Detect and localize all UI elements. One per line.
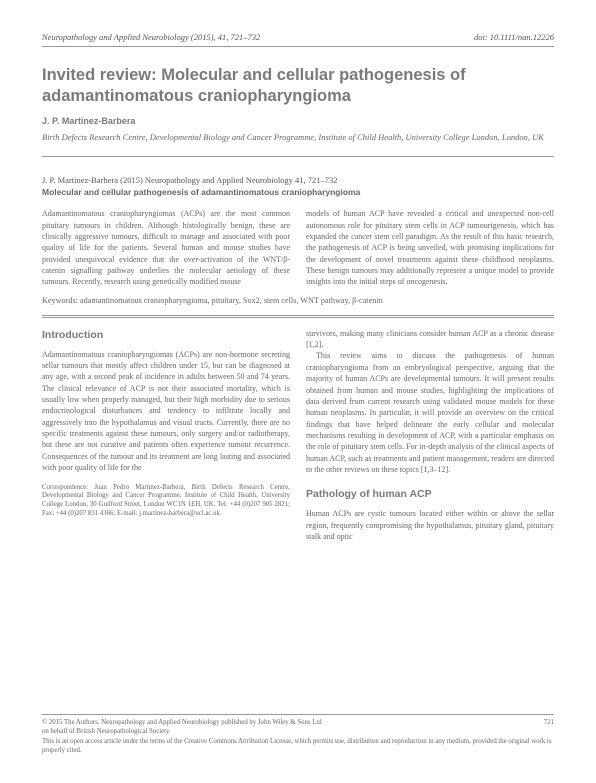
page-header: Neuropathology and Applied Neurobiology … — [42, 32, 554, 42]
journal-name: Neuropathology and Applied Neurobiology … — [42, 32, 260, 42]
citation-block: J. P. Martinez-Barbera (2015) Neuropatho… — [42, 175, 554, 198]
doi: doi: 10.1111/nan.12226 — [474, 32, 554, 42]
intro-cont-1: survivors, making many clinicians consid… — [306, 328, 554, 351]
page-number: 721 — [544, 718, 554, 727]
copyright-behalf: on behalf of British Neuropathological S… — [42, 727, 554, 736]
body-columns: Introduction Adamantinomatous craniophar… — [42, 328, 554, 543]
citation-text: J. P. Martinez-Barbera (2015) Neuropatho… — [42, 175, 338, 185]
citation-line-2: Molecular and cellular pathogenesis of a… — [42, 187, 554, 198]
keywords: Keywords: adamantinomatous craniopharyng… — [42, 296, 554, 305]
divider — [42, 46, 554, 47]
column-right: survivors, making many clinicians consid… — [306, 328, 554, 543]
journal-page: Neuropathology and Applied Neurobiology … — [0, 0, 596, 783]
abstract-right: models of human ACP have revealed a crit… — [306, 208, 554, 288]
introduction-heading: Introduction — [42, 328, 290, 343]
divider — [42, 156, 554, 157]
citation-line-1: J. P. Martinez-Barbera (2015) Neuropatho… — [42, 175, 554, 186]
pathology-heading: Pathology of human ACP — [306, 487, 554, 502]
article-title: Invited review: Molecular and cellular p… — [42, 65, 554, 106]
abstract-left: Adamantinomatous craniopharyngiomas (ACP… — [42, 208, 290, 288]
pathology-paragraph: Human ACPs are cystic tumours located ei… — [306, 508, 554, 542]
author-name: J. P. Martinez-Barbera — [42, 116, 554, 126]
correspondence: Correspondence: Juan Pedro Martinez-Barb… — [42, 484, 290, 519]
author-affiliation: Birth Defects Research Centre, Developme… — [42, 132, 554, 142]
page-footer: © 2015 The Authors. Neuropathology and A… — [42, 714, 554, 755]
divider — [42, 317, 554, 318]
intro-cont-2: This review aims to discuss the pathogen… — [306, 350, 554, 475]
copyright: © 2015 The Authors. Neuropathology and A… — [42, 718, 322, 727]
abstract: Adamantinomatous craniopharyngiomas (ACP… — [42, 208, 554, 288]
license-text: This is an open access article under the… — [42, 737, 554, 755]
column-left: Introduction Adamantinomatous craniophar… — [42, 328, 290, 543]
intro-paragraph: Adamantinomatous craniopharyngiomas (ACP… — [42, 349, 290, 474]
divider — [42, 315, 554, 316]
